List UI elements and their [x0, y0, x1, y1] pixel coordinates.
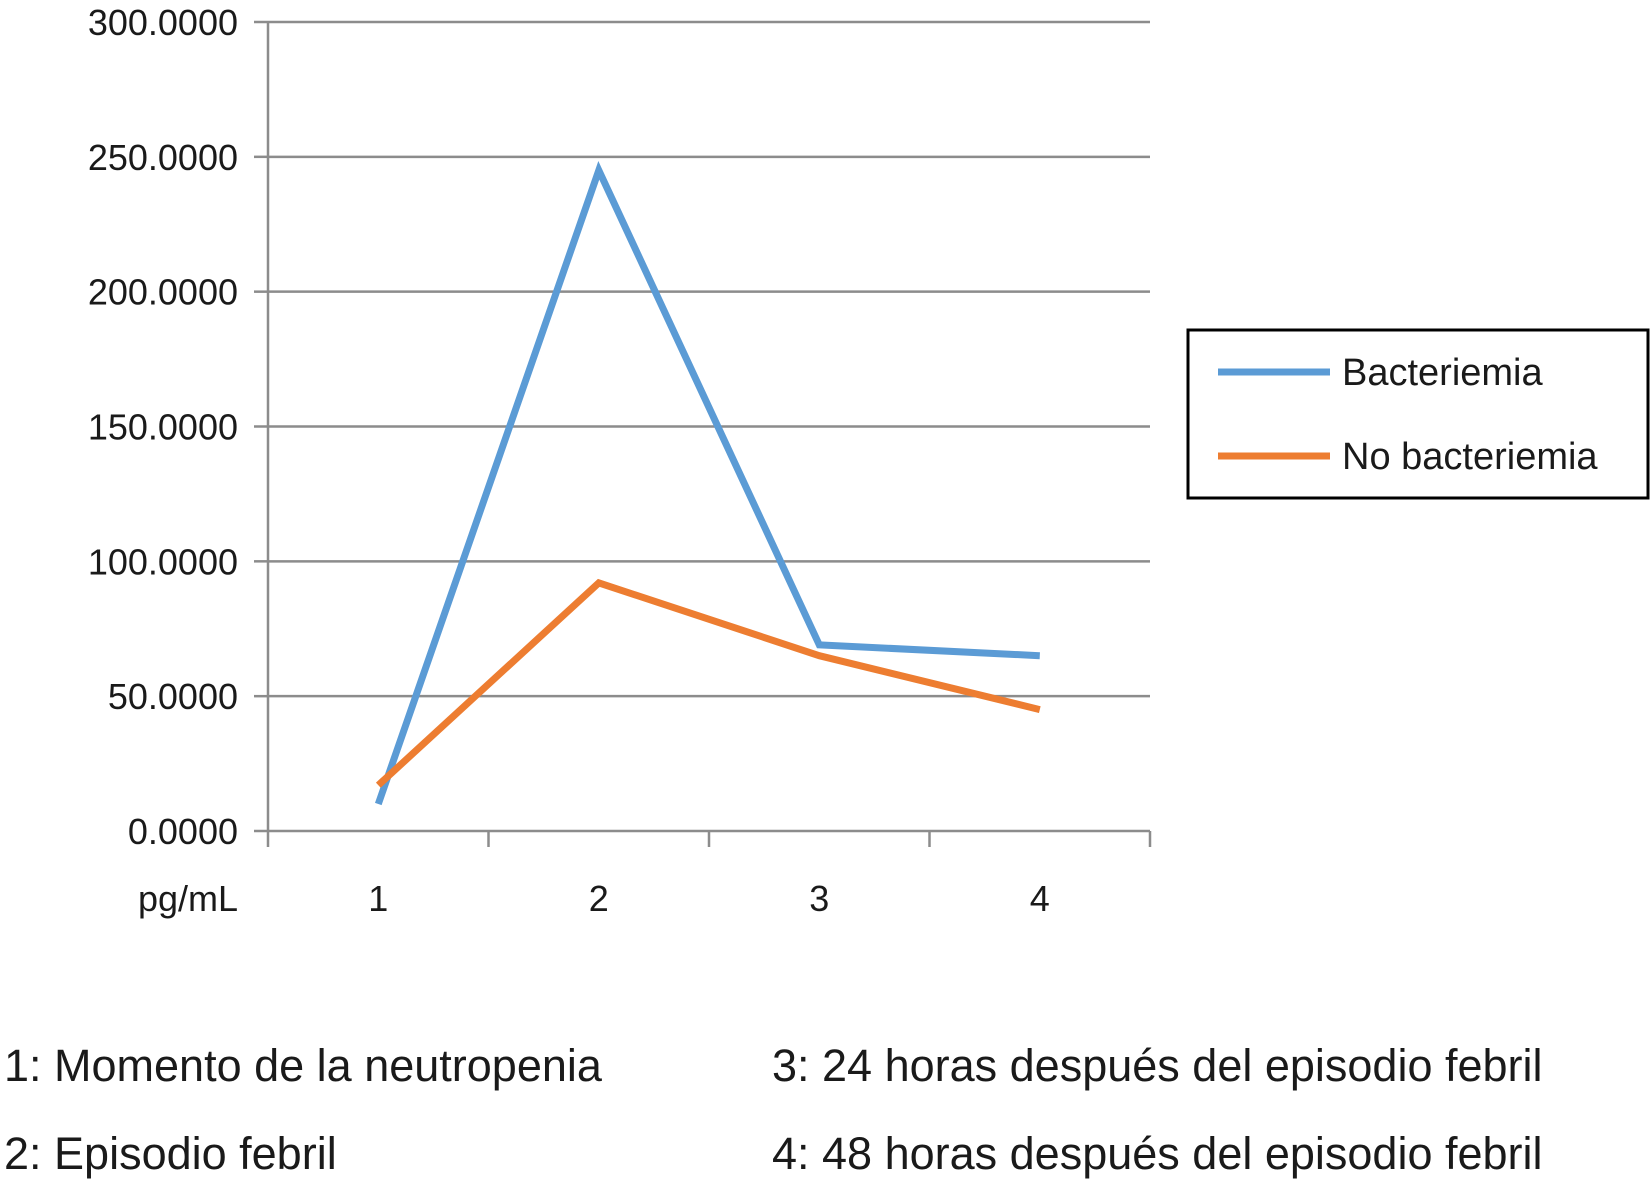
gridlines — [254, 20, 1150, 833]
legend: Bacteriemia No bacteriemia — [1186, 328, 1650, 500]
footnote-2: 2: Episodio febril — [4, 1128, 337, 1179]
x-tick-label: 2 — [589, 878, 609, 919]
x-tick-labels: 1 2 3 4 — [368, 878, 1050, 919]
x-tick-label: 3 — [809, 878, 829, 919]
y-tick-label: 100.0000 — [88, 541, 238, 582]
y-tick-label: 250.0000 — [88, 137, 238, 178]
footnotes: 1: Momento de la neutropenia 2: Episodio… — [4, 1040, 1543, 1179]
series-line-bacteriemia — [374, 160, 1040, 806]
x-axis-label: pg/mL — [138, 878, 238, 919]
footnote-1: 1: Momento de la neutropenia — [4, 1040, 603, 1091]
y-tick-label: 50.0000 — [108, 676, 238, 717]
y-tick-label: 0.0000 — [128, 811, 238, 852]
y-tick-label: 300.0000 — [88, 2, 238, 43]
axes — [266, 22, 1152, 847]
legend-label-bacteriemia: Bacteriemia — [1342, 352, 1543, 394]
footnote-3: 3: 24 horas después del episodio febril — [772, 1040, 1543, 1091]
series-lines — [374, 160, 1041, 806]
x-tick-label: 4 — [1030, 878, 1050, 919]
y-tick-label: 150.0000 — [88, 407, 238, 448]
y-tick-labels: 0.0000 50.0000 100.0000 150.0000 200.0000 250… — [88, 2, 238, 852]
x-tick-label: 1 — [368, 878, 388, 919]
y-tick-label: 200.0000 — [88, 272, 238, 313]
legend-box — [1186, 328, 1650, 500]
footnote-4: 4: 48 horas después del episodio febril — [772, 1128, 1543, 1179]
legend-label-no-bacteriemia: No bacteriemia — [1342, 436, 1598, 478]
series-line-no-bacteriemia — [375, 578, 1041, 788]
